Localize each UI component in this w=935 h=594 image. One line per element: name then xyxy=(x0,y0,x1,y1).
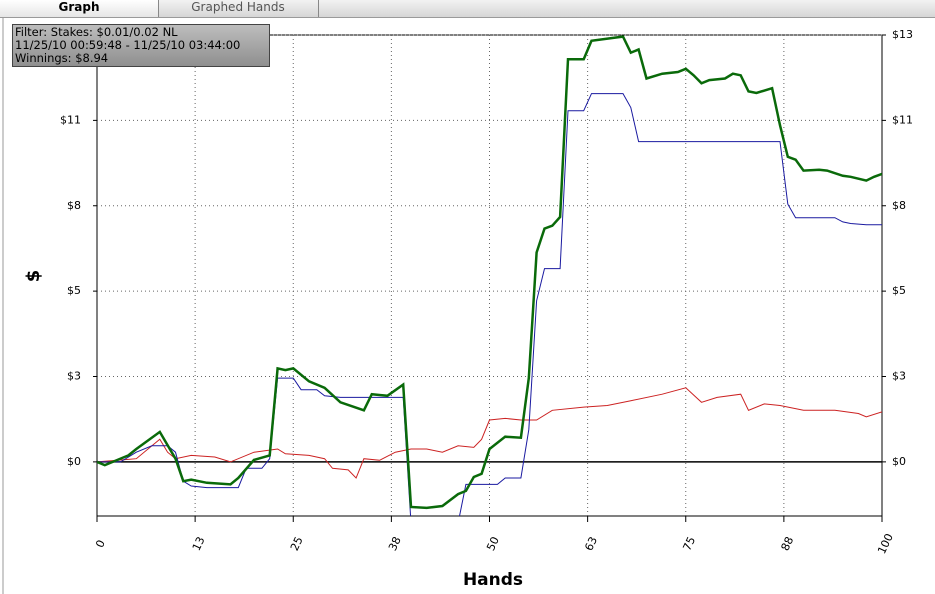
x-tick-label: 75 xyxy=(680,535,698,553)
series-line xyxy=(97,387,882,479)
date-range: 11/25/10 00:59:48 - 11/25/10 03:44:00 xyxy=(15,38,241,52)
x-tick-label: 63 xyxy=(582,535,600,553)
y2-tick-label: $5 xyxy=(892,284,906,297)
x-tick-label: 88 xyxy=(779,535,797,553)
y-tick-label: $3 xyxy=(67,370,81,383)
y-axis-label: $ xyxy=(23,270,44,283)
x-tick-label: 13 xyxy=(190,535,208,553)
x-tick-label: 38 xyxy=(386,535,404,553)
tab-bar: Graph Graphed Hands xyxy=(0,0,935,18)
info-box: Filter: Stakes: $0.01/0.02 NL 11/25/10 0… xyxy=(12,24,270,67)
y2-tick-label: $0 xyxy=(892,455,906,468)
x-tick-label: 0 xyxy=(93,538,108,550)
y-tick-label: $8 xyxy=(67,199,81,212)
series-line xyxy=(97,35,882,510)
tab[interactable]: Graphed Hands xyxy=(158,0,319,17)
x-tick-label: 100 xyxy=(875,532,896,557)
plot-lines xyxy=(97,35,882,516)
tab[interactable]: Graph xyxy=(0,0,159,17)
y2-tick-label: $3 xyxy=(892,370,906,383)
x-tick-label: 25 xyxy=(288,535,306,553)
y2-tick-label: $11 xyxy=(892,113,913,126)
y-tick-label: $0 xyxy=(67,455,81,468)
filter-text: Filter: Stakes: $0.01/0.02 NL xyxy=(15,25,178,39)
y2-tick-label: $8 xyxy=(892,199,906,212)
winnings-text: Winnings: $8.94 xyxy=(15,51,109,65)
y2-tick-label: $13 xyxy=(892,28,913,41)
series-line xyxy=(97,93,882,516)
y-tick-label: $11 xyxy=(60,113,81,126)
x-tick-label: 50 xyxy=(484,535,502,553)
y-tick-label: $5 xyxy=(67,284,81,297)
x-axis-label: Hands xyxy=(463,570,523,590)
